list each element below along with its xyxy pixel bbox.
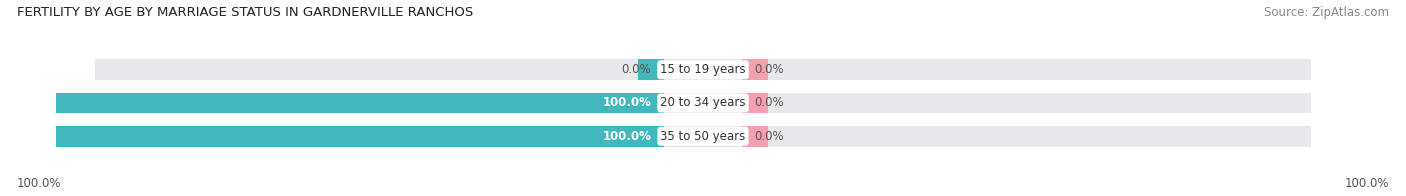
Bar — [703, 93, 1310, 113]
Text: Source: ZipAtlas.com: Source: ZipAtlas.com — [1264, 6, 1389, 19]
Bar — [96, 126, 703, 147]
Text: 100.0%: 100.0% — [1344, 177, 1389, 190]
Text: 15 to 19 years: 15 to 19 years — [661, 63, 745, 76]
Bar — [742, 59, 768, 80]
Text: 100.0%: 100.0% — [602, 96, 651, 110]
Bar — [638, 59, 664, 80]
Text: 0.0%: 0.0% — [755, 63, 785, 76]
Text: 0.0%: 0.0% — [755, 130, 785, 143]
Bar — [96, 59, 703, 80]
Bar — [742, 93, 768, 113]
Bar — [703, 126, 1310, 147]
Text: 20 to 34 years: 20 to 34 years — [661, 96, 745, 110]
Text: 0.0%: 0.0% — [755, 96, 785, 110]
Text: FERTILITY BY AGE BY MARRIAGE STATUS IN GARDNERVILLE RANCHOS: FERTILITY BY AGE BY MARRIAGE STATUS IN G… — [17, 6, 474, 19]
Text: 0.0%: 0.0% — [621, 63, 651, 76]
Bar — [56, 93, 664, 113]
Bar — [742, 126, 768, 147]
Text: 100.0%: 100.0% — [17, 177, 62, 190]
Bar — [703, 59, 1310, 80]
Text: 35 to 50 years: 35 to 50 years — [661, 130, 745, 143]
Text: 100.0%: 100.0% — [602, 130, 651, 143]
Bar — [96, 93, 703, 113]
Bar — [56, 126, 664, 147]
